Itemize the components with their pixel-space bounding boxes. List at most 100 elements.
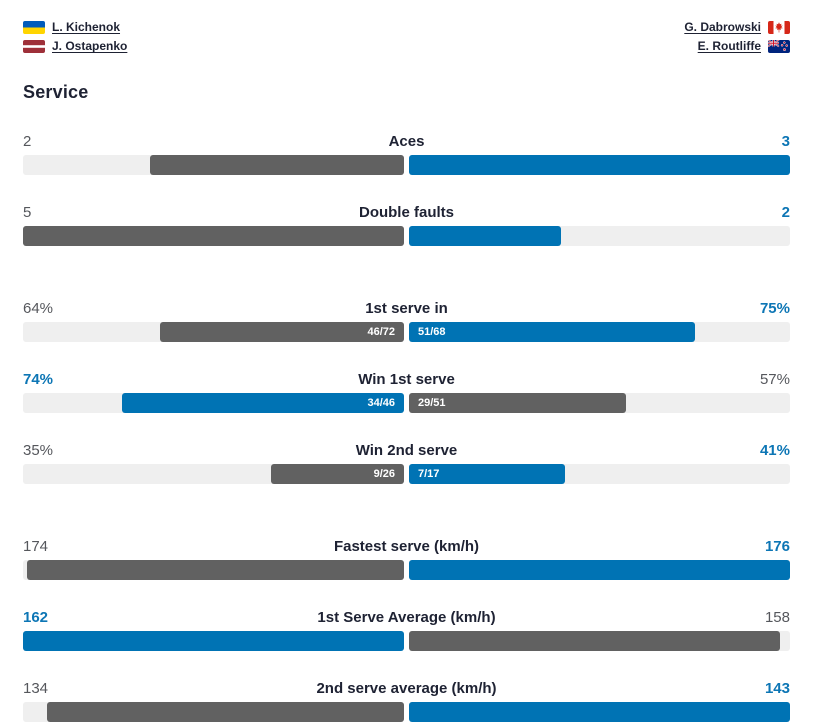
bar-track-left [23, 226, 404, 246]
latvia-flag-icon [23, 39, 45, 53]
stat-bars [23, 155, 790, 175]
stat-label: Fastest serve (km/h) [333, 538, 480, 555]
stat-value-left: 2 [23, 133, 32, 150]
bar-track-right [409, 631, 790, 651]
bar-fill-left [23, 631, 404, 651]
stat-value-left: 5 [23, 204, 32, 221]
player-name: G. Dabrowski [684, 20, 761, 34]
stat-value-left: 74% [23, 371, 54, 388]
stat-value-right: 3 [781, 133, 790, 150]
bar-track-right: 51/68 [409, 322, 790, 342]
player-link-ostapenko[interactable]: J. Ostapenko [23, 39, 127, 53]
stat-bars: 46/72 51/68 [23, 322, 790, 342]
stat-head: 162 1st Serve Average (km/h) 158 [23, 609, 790, 627]
stat-bars: 34/46 29/51 [23, 393, 790, 413]
bar-fill-right [409, 226, 562, 246]
stats-list: 2 Aces 3 5 Double faults 2 [23, 133, 790, 722]
bar-detail-left: 9/26 [373, 468, 395, 480]
stat-label: Double faults [358, 204, 454, 221]
stat-row: 74% Win 1st serve 57% 34/46 29/51 [23, 371, 790, 413]
bar-fill-right [409, 702, 790, 722]
bar-track-right: 29/51 [409, 393, 790, 413]
stat-value-right: 2 [781, 204, 790, 221]
stat-bars [23, 560, 790, 580]
bar-fill-right [409, 560, 790, 580]
stat-value-left: 162 [23, 609, 49, 626]
stat-label: Aces [388, 133, 425, 150]
stat-row: 64% 1st serve in 75% 46/72 51/68 [23, 300, 790, 342]
bar-track-left: 34/46 [23, 393, 404, 413]
stat-row: 174 Fastest serve (km/h) 176 [23, 538, 790, 580]
new-zealand-flag-icon [768, 39, 790, 53]
bar-detail-left: 34/46 [367, 397, 395, 409]
bar-fill-left [270, 464, 404, 484]
stat-bars [23, 226, 790, 246]
stat-label: 1st Serve Average (km/h) [317, 609, 496, 626]
bar-fill-left [47, 702, 404, 722]
stat-value-right: 158 [764, 609, 790, 626]
stat-head: 35% Win 2nd serve 41% [23, 442, 790, 460]
stat-head: 174 Fastest serve (km/h) 176 [23, 538, 790, 556]
bar-fill-left [27, 560, 404, 580]
stat-value-left: 174 [23, 538, 49, 555]
stat-value-left: 134 [23, 680, 49, 697]
ukraine-flag-icon [23, 20, 45, 34]
player-name: J. Ostapenko [52, 39, 128, 53]
stat-label: Win 1st serve [358, 371, 455, 388]
bar-track-left [23, 155, 404, 175]
stat-label: 1st serve in [365, 300, 448, 317]
bar-fill-right [409, 631, 781, 651]
stat-value-right: 176 [764, 538, 790, 555]
canada-flag-icon [768, 20, 790, 34]
bar-track-left [23, 631, 404, 651]
bar-fill-left [160, 322, 404, 342]
bar-track-left: 9/26 [23, 464, 404, 484]
stat-head: 134 2nd serve average (km/h) 143 [23, 680, 790, 698]
team-left: L. Kichenok J. Ostapenko [23, 20, 127, 53]
scoreboard-header: L. Kichenok J. Ostapenko G. Dabrowski E.… [23, 20, 790, 53]
bar-fill-left [23, 226, 404, 246]
stat-head: 74% Win 1st serve 57% [23, 371, 790, 389]
stat-value-left: 35% [23, 442, 54, 459]
bar-track-right: 7/17 [409, 464, 790, 484]
bar-fill-left [122, 393, 404, 413]
stat-head: 2 Aces 3 [23, 133, 790, 151]
bar-fill-right [409, 322, 695, 342]
bar-track-left [23, 702, 404, 722]
bar-track-right [409, 702, 790, 722]
stat-row: 134 2nd serve average (km/h) 143 [23, 680, 790, 722]
bar-track-left: 46/72 [23, 322, 404, 342]
player-link-routliffe[interactable]: E. Routliffe [684, 39, 790, 53]
stat-row: 162 1st Serve Average (km/h) 158 [23, 609, 790, 651]
stat-bars [23, 702, 790, 722]
team-right: G. Dabrowski E. Routliffe [684, 20, 790, 53]
stat-bars [23, 631, 790, 651]
player-name: E. Routliffe [697, 39, 761, 53]
bar-track-right [409, 226, 790, 246]
stat-head: 64% 1st serve in 75% [23, 300, 790, 318]
stat-value-right: 75% [759, 300, 790, 317]
stat-value-right: 143 [764, 680, 790, 697]
page-title: Service [23, 82, 89, 102]
stat-value-left: 64% [23, 300, 54, 317]
stat-value-right: 41% [759, 442, 790, 459]
stat-value-right: 57% [759, 371, 790, 388]
player-name: L. Kichenok [52, 20, 121, 34]
stat-head: 5 Double faults 2 [23, 204, 790, 222]
bar-fill-right [409, 393, 627, 413]
bar-fill-left [149, 155, 404, 175]
bar-fill-right [409, 464, 566, 484]
player-link-dabrowski[interactable]: G. Dabrowski [684, 20, 790, 34]
stat-label: 2nd serve average (km/h) [316, 680, 497, 697]
stat-bars: 9/26 7/17 [23, 464, 790, 484]
bar-detail-right: 7/17 [418, 468, 440, 480]
bar-detail-left: 46/72 [367, 326, 395, 338]
bar-track-right [409, 155, 790, 175]
stat-row: 5 Double faults 2 [23, 204, 790, 246]
player-link-kichenok[interactable]: L. Kichenok [23, 20, 127, 34]
stat-row: 2 Aces 3 [23, 133, 790, 175]
stat-label: Win 2nd serve [355, 442, 458, 459]
bar-fill-right [409, 155, 790, 175]
bar-detail-right: 51/68 [418, 326, 446, 338]
